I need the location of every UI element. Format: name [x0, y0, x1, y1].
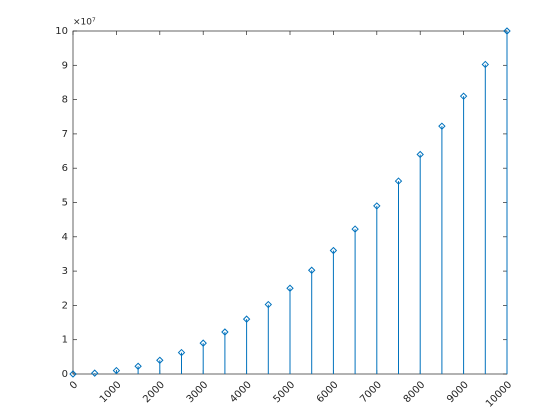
y-tick-label: 6 [62, 163, 68, 174]
stem-marker [177, 348, 186, 357]
y-tick-label: 3 [62, 266, 68, 277]
stem-marker [199, 339, 207, 347]
stem-marker [459, 92, 468, 100]
y-tick-label: 4 [62, 232, 68, 243]
stem-marker [503, 27, 511, 35]
stem-marker [90, 369, 99, 377]
stem-marker [134, 362, 142, 370]
stem-marker [156, 356, 164, 364]
stem-marker [416, 150, 424, 159]
y-tick-label: 9 [62, 60, 68, 71]
y-tick-label: 7 [62, 129, 68, 140]
stem-marker [351, 225, 359, 233]
y-tick-label: 10 [55, 26, 68, 37]
stem-marker [329, 246, 338, 255]
y-tick-label: 1 [62, 335, 68, 346]
y-tick-label: 5 [62, 198, 68, 209]
y-tick-label: 0 [62, 369, 68, 380]
y-tick-label: 8 [62, 95, 68, 106]
stem-marker [394, 177, 403, 185]
stem-marker [481, 60, 490, 69]
stem-marker [438, 122, 446, 130]
exponent-label: ×10⁷ [73, 18, 96, 28]
stem-marker [242, 315, 251, 323]
y-tick-label: 2 [62, 300, 68, 311]
stem-marker [286, 284, 294, 292]
stem-marker [264, 300, 273, 309]
stem-marker [373, 202, 381, 210]
stem-marker [69, 370, 77, 378]
stem-marker [112, 366, 121, 375]
stem-marker [307, 266, 316, 274]
stem-marker [221, 328, 229, 336]
